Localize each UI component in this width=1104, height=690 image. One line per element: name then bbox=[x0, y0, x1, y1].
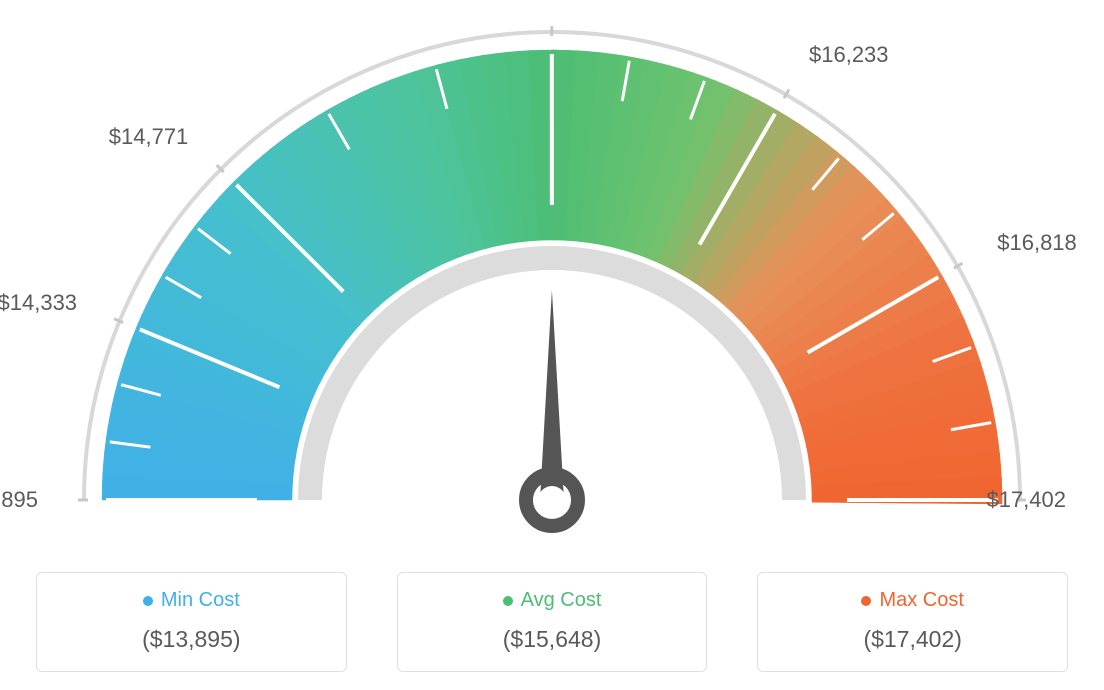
gauge-needle-hub-inner bbox=[538, 486, 566, 514]
gauge-tick-label: $17,402 bbox=[986, 487, 1066, 513]
legend-item-min: Min Cost ($13,895) bbox=[36, 572, 347, 672]
legend-value-min: ($13,895) bbox=[49, 626, 334, 653]
gauge-svg bbox=[52, 20, 1052, 550]
legend-title-max: Max Cost bbox=[770, 589, 1055, 612]
legend-title-min: Min Cost bbox=[49, 589, 334, 612]
gauge-tick-label: $14,771 bbox=[109, 124, 189, 150]
legend-item-max: Max Cost ($17,402) bbox=[757, 572, 1068, 672]
legend-label-avg: Avg Cost bbox=[521, 589, 602, 612]
legend-dot-min bbox=[143, 596, 153, 606]
legend: Min Cost ($13,895) Avg Cost ($15,648) Ma… bbox=[36, 572, 1068, 672]
legend-label-max: Max Cost bbox=[879, 589, 963, 612]
gauge-tick-label: $16,818 bbox=[997, 230, 1077, 256]
legend-item-avg: Avg Cost ($15,648) bbox=[397, 572, 708, 672]
legend-value-max: ($17,402) bbox=[770, 626, 1055, 653]
gauge-tick-label: $14,333 bbox=[0, 290, 77, 316]
legend-value-avg: ($15,648) bbox=[410, 626, 695, 653]
legend-dot-max bbox=[861, 596, 871, 606]
gauge-tick-label: $13,895 bbox=[0, 487, 38, 513]
legend-label-min: Min Cost bbox=[161, 589, 240, 612]
gauge-container: $13,895$14,333$14,771$15,648$16,233$16,8… bbox=[0, 0, 1104, 550]
legend-dot-avg bbox=[503, 596, 513, 606]
legend-title-avg: Avg Cost bbox=[410, 589, 695, 612]
gauge-tick-label: $16,233 bbox=[809, 42, 889, 68]
